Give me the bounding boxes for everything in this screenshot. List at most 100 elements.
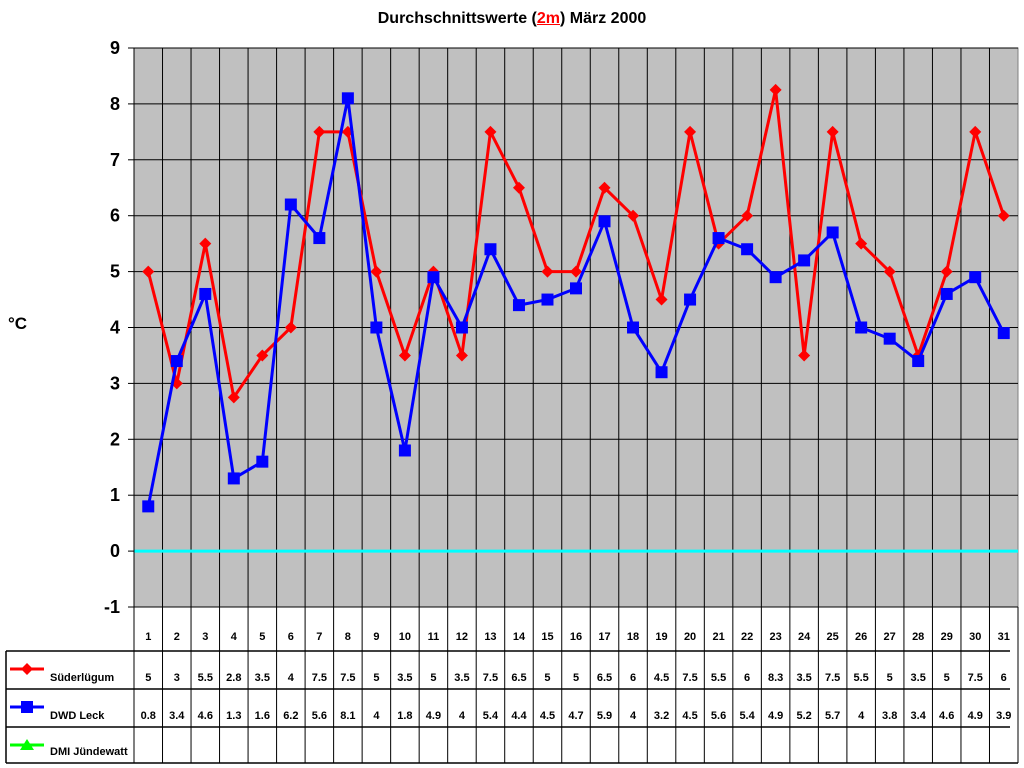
category-label: 21 [712, 631, 724, 643]
table-cell-value: 5.5 [198, 672, 213, 684]
category-label: 10 [399, 631, 411, 643]
table-cell-value: 7.5 [682, 672, 697, 684]
table-cell-value: 5 [373, 672, 379, 684]
table-cell-value: 7.5 [340, 672, 355, 684]
y-axis-label: °C [8, 314, 28, 333]
marker-diamond [370, 265, 383, 278]
marker-square [256, 455, 269, 468]
marker-diamond [570, 265, 582, 278]
marker-diamond [769, 83, 782, 96]
marker-square [712, 232, 725, 245]
table-cell-value: 4.9 [968, 710, 983, 722]
table-cell-value: 5.6 [312, 710, 327, 722]
table-cell-value: 7.5 [825, 672, 840, 684]
category-label: 28 [912, 631, 924, 643]
table-cell-value: 3 [174, 672, 180, 684]
legend-label: DWD Leck [50, 710, 105, 722]
marker-square [969, 271, 982, 284]
y-tick-label: 2 [110, 429, 120, 449]
table-cell-value: 3.4 [169, 710, 185, 722]
category-label: 8 [345, 631, 351, 643]
category-label: 16 [570, 631, 582, 643]
table-cell-value: 3.5 [397, 672, 412, 684]
table-cell-value: 5 [887, 672, 893, 684]
table-cell-value: 6 [1001, 672, 1007, 684]
table-cell-value: 0.8 [141, 710, 156, 722]
marker-square [855, 321, 868, 334]
marker-square [627, 321, 640, 334]
table-cell-value: 5.5 [854, 672, 869, 684]
marker-diamond [627, 209, 640, 222]
marker-diamond [969, 125, 982, 138]
table-cell-value: 7.5 [483, 672, 498, 684]
marker-square [227, 472, 240, 485]
table-cell-value: 8.3 [768, 672, 783, 684]
category-label: 19 [655, 631, 667, 643]
table-cell-value: 3.5 [255, 672, 270, 684]
marker-diamond [655, 293, 668, 306]
category-label: 11 [428, 631, 440, 643]
table-cell-value: 4.9 [426, 710, 441, 722]
table-cell-value: 5 [430, 672, 436, 684]
legend-diamond-icon [21, 663, 33, 675]
category-label: 31 [998, 631, 1010, 643]
legend-square-icon [21, 701, 33, 713]
table-cell-value: 1.8 [397, 710, 412, 722]
table-cell-value: 5.9 [597, 710, 612, 722]
data-table: 1 2 3 4 5 6 7 8 9 10 11 12 13 14 15 16 17 18 19 20 21 22 23 24 2… [5, 607, 1019, 764]
table-cell-value: 7.5 [312, 672, 327, 684]
marker-square [769, 271, 782, 284]
marker-square [427, 271, 440, 284]
table-cell-value: 3.2 [654, 710, 669, 722]
y-tick-label: 7 [110, 150, 120, 170]
marker-diamond [284, 321, 297, 334]
category-label: 27 [884, 631, 896, 643]
marker-diamond [997, 209, 1010, 222]
y-tick-label: 1 [110, 485, 120, 505]
table-cell-value: 5.4 [483, 710, 499, 722]
marker-diamond [313, 125, 326, 138]
table-cell-value: 5 [573, 672, 579, 684]
marker-square [370, 321, 383, 334]
marker-diamond [940, 265, 953, 278]
table-cell-value: 4 [858, 710, 865, 722]
table-cell-value: 4.6 [198, 710, 213, 722]
marker-diamond [484, 125, 497, 138]
category-label: 1 [145, 631, 151, 643]
title-highlight-link[interactable]: 2m [536, 10, 560, 27]
table-cell-value: 5.4 [739, 710, 755, 722]
table-cell-value: 4 [630, 710, 637, 722]
table-cell-value: 5 [944, 672, 950, 684]
table-cell-value: 4.7 [568, 710, 583, 722]
table-cell-value: 5 [145, 672, 151, 684]
marker-diamond [455, 349, 468, 362]
category-label: 13 [484, 631, 496, 643]
marker-diamond [227, 391, 240, 404]
table-cell-value: 7.5 [968, 672, 983, 684]
marker-square [940, 287, 953, 300]
plot-area [133, 47, 1019, 763]
y-tick-label: 6 [110, 206, 120, 226]
table-cell-value: 5.5 [711, 672, 726, 684]
table-cell-value: 4 [459, 710, 466, 722]
marker-diamond [256, 349, 269, 362]
table-cell-value: 4 [373, 710, 380, 722]
table-cell-value: 6 [744, 672, 750, 684]
marker-diamond [512, 181, 525, 194]
marker-diamond [142, 265, 155, 278]
table-cell-value: 3.4 [911, 710, 927, 722]
table-cell-value: 4.6 [939, 710, 954, 722]
marker-square [541, 293, 554, 306]
category-label: 30 [969, 631, 981, 643]
marker-square [170, 355, 183, 368]
table-cell-value: 2.8 [226, 672, 241, 684]
marker-diamond [398, 349, 411, 362]
marker-square [398, 444, 411, 457]
marker-square [912, 355, 925, 368]
marker-square [341, 92, 354, 105]
category-label: 5 [259, 631, 265, 643]
table-cell-value: 6 [630, 672, 636, 684]
marker-square [684, 293, 697, 306]
y-tick-label: 3 [110, 373, 120, 393]
